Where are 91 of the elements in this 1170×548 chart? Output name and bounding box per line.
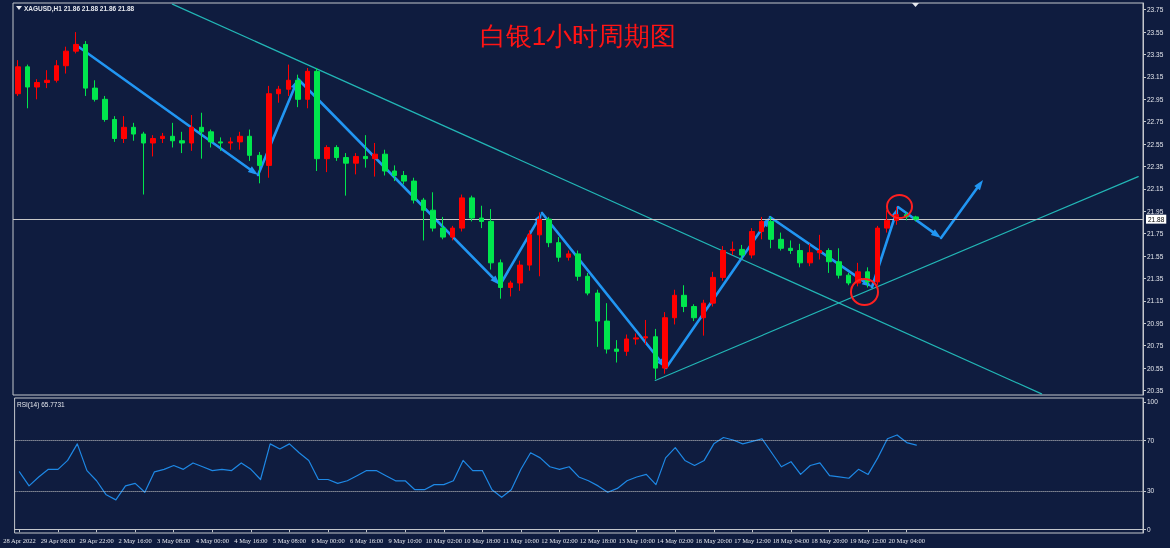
candlestick: [662, 311, 668, 375]
candlestick: [701, 299, 706, 337]
candlestick: [257, 151, 262, 184]
candlestick: [228, 136, 233, 151]
candlestick: [54, 59, 59, 84]
candlestick: [63, 46, 69, 75]
candlestick: [237, 131, 243, 151]
candlestick: [25, 64, 30, 109]
candlestick: [759, 216, 764, 240]
candlestick: [286, 64, 291, 97]
candlestick: [846, 272, 851, 286]
candlestick: [788, 239, 793, 255]
candlestick: [295, 74, 301, 108]
candlestick: [797, 243, 803, 268]
candlestick: [479, 205, 484, 229]
candlestick: [15, 59, 21, 97]
candlestick: [160, 132, 165, 144]
candlestick: [363, 134, 368, 169]
candlestick: [44, 69, 50, 89]
candlestick: [305, 67, 310, 109]
candlestick: [34, 78, 40, 100]
candlestick: [102, 95, 108, 123]
candlestick: [121, 115, 127, 144]
candlestick: [778, 232, 784, 252]
candlestick: [575, 250, 581, 282]
candlestick: [141, 131, 146, 196]
candlestick: [112, 115, 117, 143]
candlestick: [720, 245, 726, 282]
candlestick: [131, 122, 136, 142]
candlestick: [614, 339, 619, 364]
candlestick: [739, 244, 745, 259]
line-series: [18, 434, 917, 501]
candlestick: [624, 334, 629, 357]
candlestick: [585, 272, 590, 296]
candlestick: [817, 234, 822, 260]
candlestick: [372, 142, 378, 178]
candlestick: [595, 289, 600, 348]
candlestick: [749, 227, 755, 259]
candlestick: [83, 40, 88, 97]
candlestick: [247, 129, 252, 162]
candlestick: [691, 303, 697, 322]
candlestick: [324, 144, 330, 173]
candlestick: [73, 31, 79, 54]
candlestick: [430, 191, 436, 232]
candlestick: [179, 131, 185, 154]
candlestick: [556, 236, 561, 263]
candlestick: [826, 247, 832, 274]
candlestick: [546, 216, 552, 248]
candlestick: [807, 243, 813, 267]
candlestick: [343, 152, 349, 197]
candlestick: [92, 79, 98, 103]
candlestick: [459, 194, 465, 232]
candlestick: [353, 152, 359, 175]
candlestick: [401, 170, 407, 185]
candlestick: [566, 250, 571, 262]
candlestick: [488, 208, 494, 271]
candlestick: [604, 302, 610, 355]
candlestick: [450, 225, 455, 241]
candlestick: [440, 216, 446, 240]
candlestick: [672, 289, 677, 325]
candlestick: [633, 332, 639, 346]
candlestick: [170, 122, 175, 148]
candlestick: [508, 280, 513, 297]
candlestick: [884, 209, 890, 234]
candlestick: [527, 229, 532, 272]
candlestick: [314, 67, 320, 172]
candlestick: [710, 271, 716, 308]
candlestick: [392, 164, 397, 182]
candlestick: [382, 149, 388, 176]
candlestick: [150, 134, 156, 157]
candlestick: [643, 319, 648, 346]
candlestick: [421, 197, 426, 241]
candlestick: [517, 260, 523, 292]
candlestick: [218, 136, 223, 152]
candlestick: [199, 112, 204, 160]
candlestick: [653, 328, 658, 380]
candlestick: [768, 216, 774, 249]
candlestick: [913, 215, 919, 222]
candlestick: [836, 247, 842, 280]
candlestick: [334, 144, 339, 162]
candlestick: [189, 114, 194, 152]
candlestick: [266, 85, 272, 179]
text: 白银1小时周期图: [479, 21, 677, 51]
candlestick: [276, 85, 281, 104]
candlestick: [411, 177, 417, 204]
candlestick: [681, 284, 687, 313]
candlestick: [469, 195, 475, 222]
candlestick: [730, 241, 735, 256]
candlestick: [208, 129, 214, 148]
candlestick: [875, 225, 880, 286]
candlestick: [498, 258, 503, 300]
